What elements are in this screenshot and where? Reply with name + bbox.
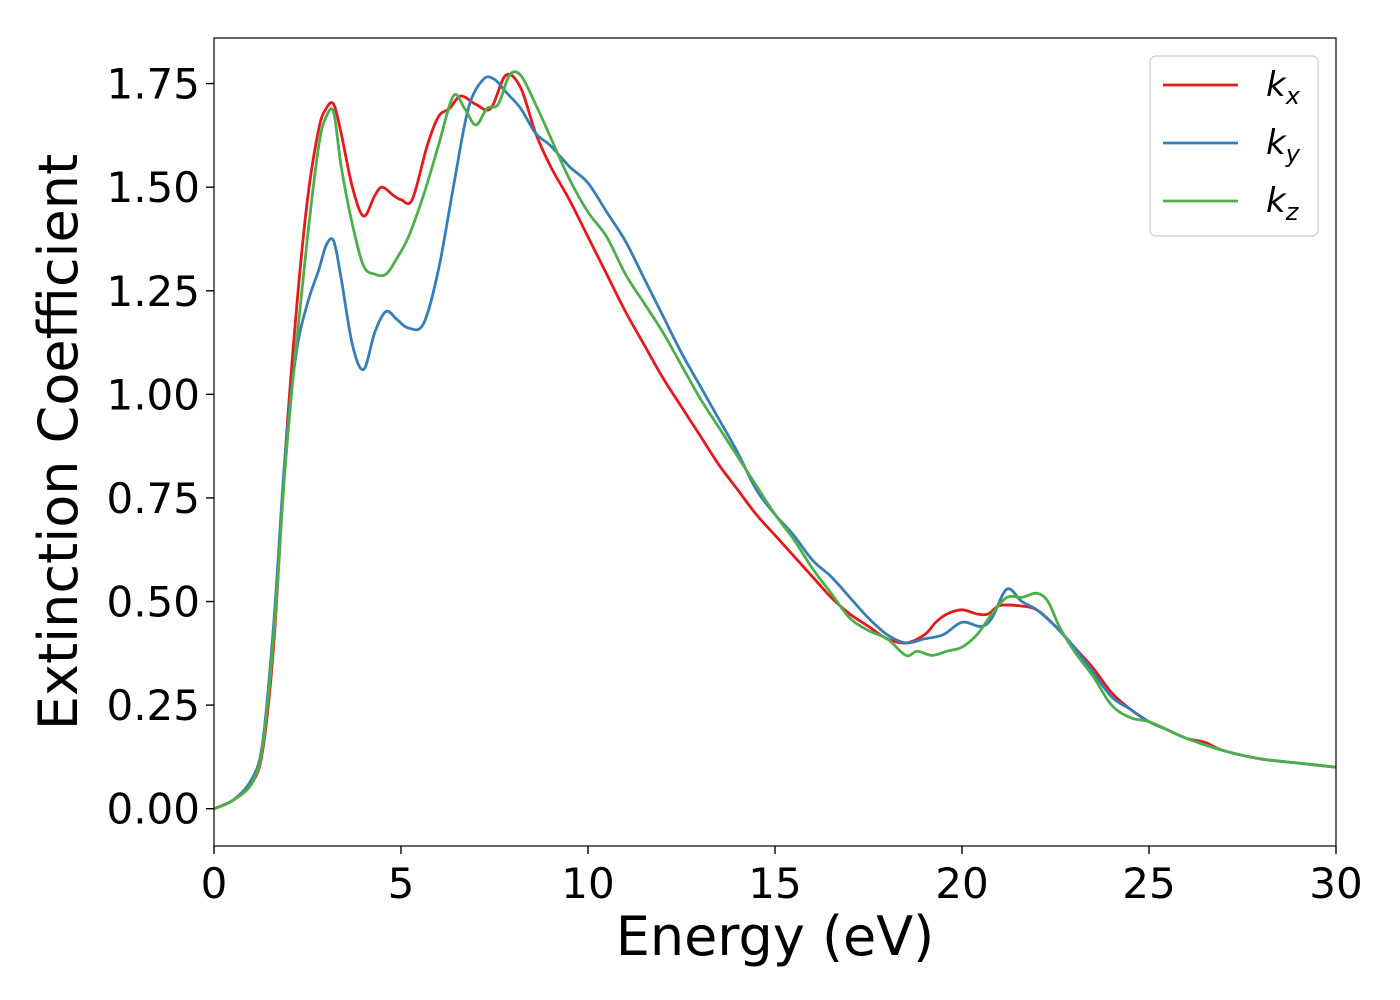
y-axis: 0.00 0.25 0.50 0.75 1.00 1.25 1.50 1.75 <box>106 60 214 834</box>
x-tick-label: 15 <box>748 859 801 908</box>
x-tick-label: 20 <box>935 859 988 908</box>
y-tick-label: 1.00 <box>106 370 200 419</box>
x-tick-label: 25 <box>1122 859 1175 908</box>
y-tick-label: 0.50 <box>106 578 200 627</box>
series-line-ky <box>214 75 1336 811</box>
series-layer <box>214 70 1336 811</box>
legend: kx ky kz <box>1149 55 1319 237</box>
y-tick-label: 0.75 <box>106 474 200 523</box>
legend-label-kz: kz <box>1266 181 1300 226</box>
y-tick-label: 0.25 <box>106 681 200 730</box>
y-tick-label: 1.50 <box>106 163 200 212</box>
plot-area <box>213 37 1337 847</box>
x-tick-label: 10 <box>561 859 614 908</box>
x-axis-title: Energy (eV) <box>616 905 935 968</box>
y-tick-label: 1.25 <box>106 267 200 316</box>
legend-frame <box>1149 55 1319 237</box>
x-tick-label: 30 <box>1309 859 1362 908</box>
y-axis-title: Extinction Coefficient <box>27 154 90 730</box>
x-axis: 0 5 10 15 20 25 30 <box>201 846 1363 908</box>
x-tick-label: 5 <box>388 859 415 908</box>
y-tick-label: 1.75 <box>106 60 200 109</box>
x-tick-label: 0 <box>201 859 228 908</box>
legend-label-kx: kx <box>1266 65 1301 110</box>
legend-label-ky: ky <box>1266 123 1301 168</box>
series-line-kz <box>214 70 1336 811</box>
y-tick-label: 0.00 <box>106 785 200 834</box>
